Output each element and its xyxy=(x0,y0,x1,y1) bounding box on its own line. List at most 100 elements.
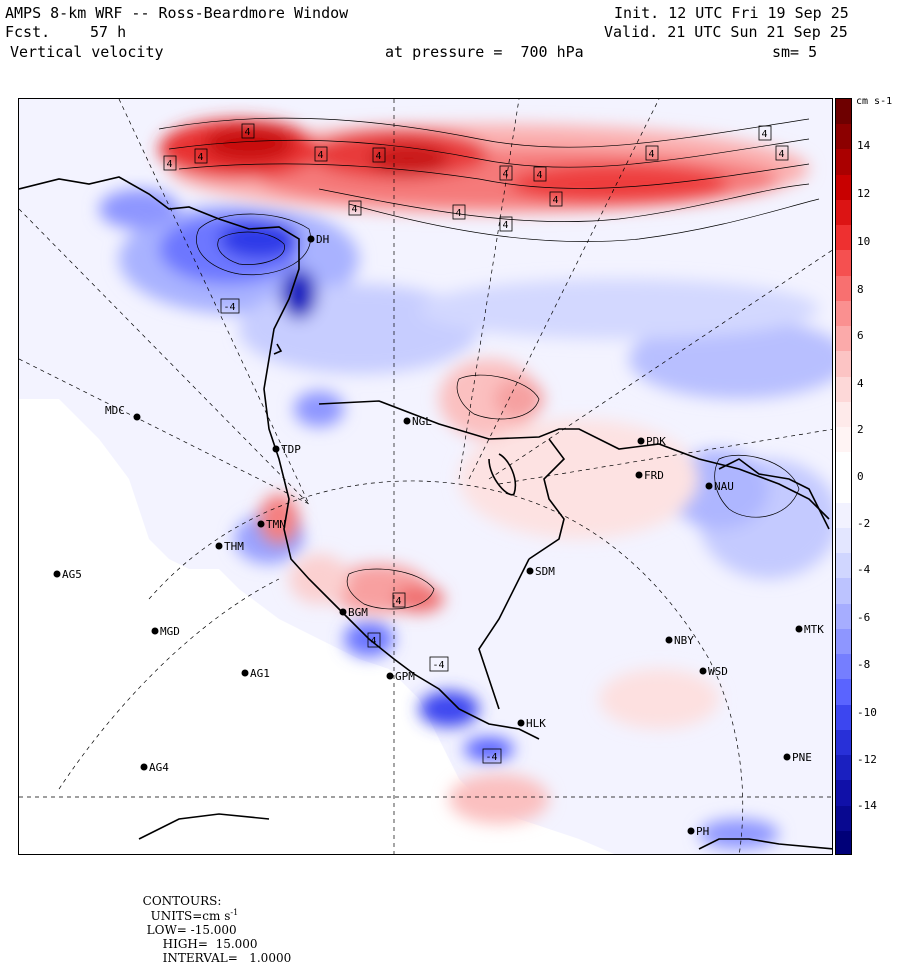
station-marker-wsd xyxy=(699,667,707,675)
map-title: AMPS 8-km WRF -- Ross-Beardmore Window xyxy=(5,4,349,22)
station-marker-pdk xyxy=(637,437,645,445)
variable-name: Vertical velocity xyxy=(10,43,164,61)
colorbar-cell xyxy=(836,527,851,554)
hl-box xyxy=(314,146,328,162)
station-marker-pne xyxy=(783,753,791,761)
footer-units: UNITS=cm s xyxy=(150,909,231,923)
hl-box-label: 4 xyxy=(318,150,324,161)
hl-box xyxy=(220,298,240,314)
station-marker-mdc xyxy=(133,413,141,421)
station-marker-gpm xyxy=(386,672,394,680)
station-marker-ngl xyxy=(403,417,411,425)
colorbar-cell xyxy=(836,376,851,403)
contours-footer: CONTOURS: UNITS=cm s-1 LOW= -15.000 HIGH… xyxy=(135,880,292,965)
colorbar-tick-label: 4 xyxy=(857,377,864,390)
colorbar-cell xyxy=(836,452,851,478)
map-panel: 4 4 4 4 4 4 4 4 4 4 4 4 4 4 4 4 -4 -4 -4 MDC NGL PDK FRD NAU SD… xyxy=(18,98,833,855)
colorbar-tick-label: 14 xyxy=(857,139,871,152)
colorbar-tick-label: 6 xyxy=(857,329,864,342)
station-label-nau: NAU xyxy=(714,480,734,493)
colorbar-cell xyxy=(836,679,851,706)
station-label-frd: FRD xyxy=(644,469,664,482)
station-marker-bgm xyxy=(339,608,347,616)
hl-box xyxy=(194,148,208,164)
contour-lines xyxy=(158,117,820,610)
hl-box-label: 4 xyxy=(376,151,382,162)
footer-high: HIGH= 15.000 xyxy=(162,937,258,951)
colorbar-cell xyxy=(836,250,851,277)
colorbar-cell xyxy=(836,704,851,731)
station-label-ag1: AG1 xyxy=(250,667,270,680)
station-marker-mgd xyxy=(151,627,159,635)
colorbar-cell xyxy=(836,654,851,680)
colorbar-cell xyxy=(836,401,851,428)
positive-field xyxy=(159,119,809,824)
hl-box-label: 4 xyxy=(167,159,173,170)
hl-box xyxy=(775,145,789,161)
colorbar-cell xyxy=(836,427,851,453)
colorbar-cell xyxy=(836,99,851,125)
colorbar-cell xyxy=(836,477,851,504)
hl-box-label: 4 xyxy=(352,204,358,215)
station-marker-sdm xyxy=(526,567,534,575)
station-label-nby: NBY xyxy=(674,634,694,647)
colorbar-tick-label: -10 xyxy=(857,706,877,719)
station-label-ag4: AG4 xyxy=(149,761,169,774)
hl-box xyxy=(758,125,772,141)
colorbar xyxy=(835,98,852,855)
station-marker-frd xyxy=(635,471,643,479)
station-layer: MDC NGL PDK FRD NAU SDM AG5 MGD AG1 AG4 NBY MTK WSD P… xyxy=(53,233,824,838)
colorbar-cell xyxy=(836,502,851,529)
station-label-ph: PH xyxy=(696,825,709,838)
hl-box xyxy=(549,191,563,207)
negative-field xyxy=(99,189,832,849)
masked-region xyxy=(19,399,615,854)
colorbar-tick-label: -4 xyxy=(857,563,871,576)
station-marker-ag5 xyxy=(53,570,61,578)
footer-interval: INTERVAL= 1.0000 xyxy=(162,951,292,965)
colorbar-cell xyxy=(836,603,851,630)
pressure-level: at pressure = 700 hPa xyxy=(385,43,584,61)
hl-box-label: -4 xyxy=(433,660,445,671)
hl-box xyxy=(499,165,513,181)
station-label-ngl: NGL xyxy=(412,415,432,428)
valid-time: Valid. 21 UTC Sun 21 Sep 25 xyxy=(604,23,848,41)
station-label-pdk: PDK xyxy=(646,435,666,448)
station-marker-ag4 xyxy=(140,763,148,771)
station-marker-mtk xyxy=(795,625,803,633)
colorbar-cell xyxy=(836,755,851,781)
colorbar-cell xyxy=(836,729,851,756)
station-label-dh: DH xyxy=(316,233,329,246)
footer-units-sup: -1 xyxy=(230,908,239,917)
footer-low: LOW= -15.000 xyxy=(146,923,237,937)
colorbar-cell xyxy=(836,300,851,327)
hl-box xyxy=(452,204,466,220)
colorbar-tick-label: -14 xyxy=(857,799,877,812)
hl-box-label: -4 xyxy=(486,752,498,763)
coastline xyxy=(19,176,832,850)
hl-box-label: 4 xyxy=(371,636,377,647)
hl-box xyxy=(348,200,362,216)
hl-box-label: 4 xyxy=(649,149,655,160)
station-marker-nau xyxy=(705,482,713,490)
station-label-ag5: AG5 xyxy=(62,568,82,581)
footer-contours-label: CONTOURS: xyxy=(142,894,222,908)
colorbar-cell xyxy=(836,225,851,251)
forecast-hours: 57 h xyxy=(90,23,127,41)
station-label-thm: THM xyxy=(224,540,244,553)
hl-box-label: 4 xyxy=(245,127,251,138)
station-label-mtk: MTK xyxy=(804,623,824,636)
station-label-mdc: MDC xyxy=(105,404,125,417)
hl-box xyxy=(533,166,547,182)
station-label-hlk: HLK xyxy=(526,717,546,730)
station-marker-dh xyxy=(307,235,315,243)
hl-box xyxy=(163,155,177,171)
station-label-tdp: TDP xyxy=(281,443,301,456)
colorbar-tick-label: 10 xyxy=(857,235,871,248)
colorbar-tick-label: -2 xyxy=(857,517,871,530)
colorbar-cell xyxy=(836,780,851,807)
hl-box xyxy=(367,632,381,648)
hl-box xyxy=(482,748,502,764)
